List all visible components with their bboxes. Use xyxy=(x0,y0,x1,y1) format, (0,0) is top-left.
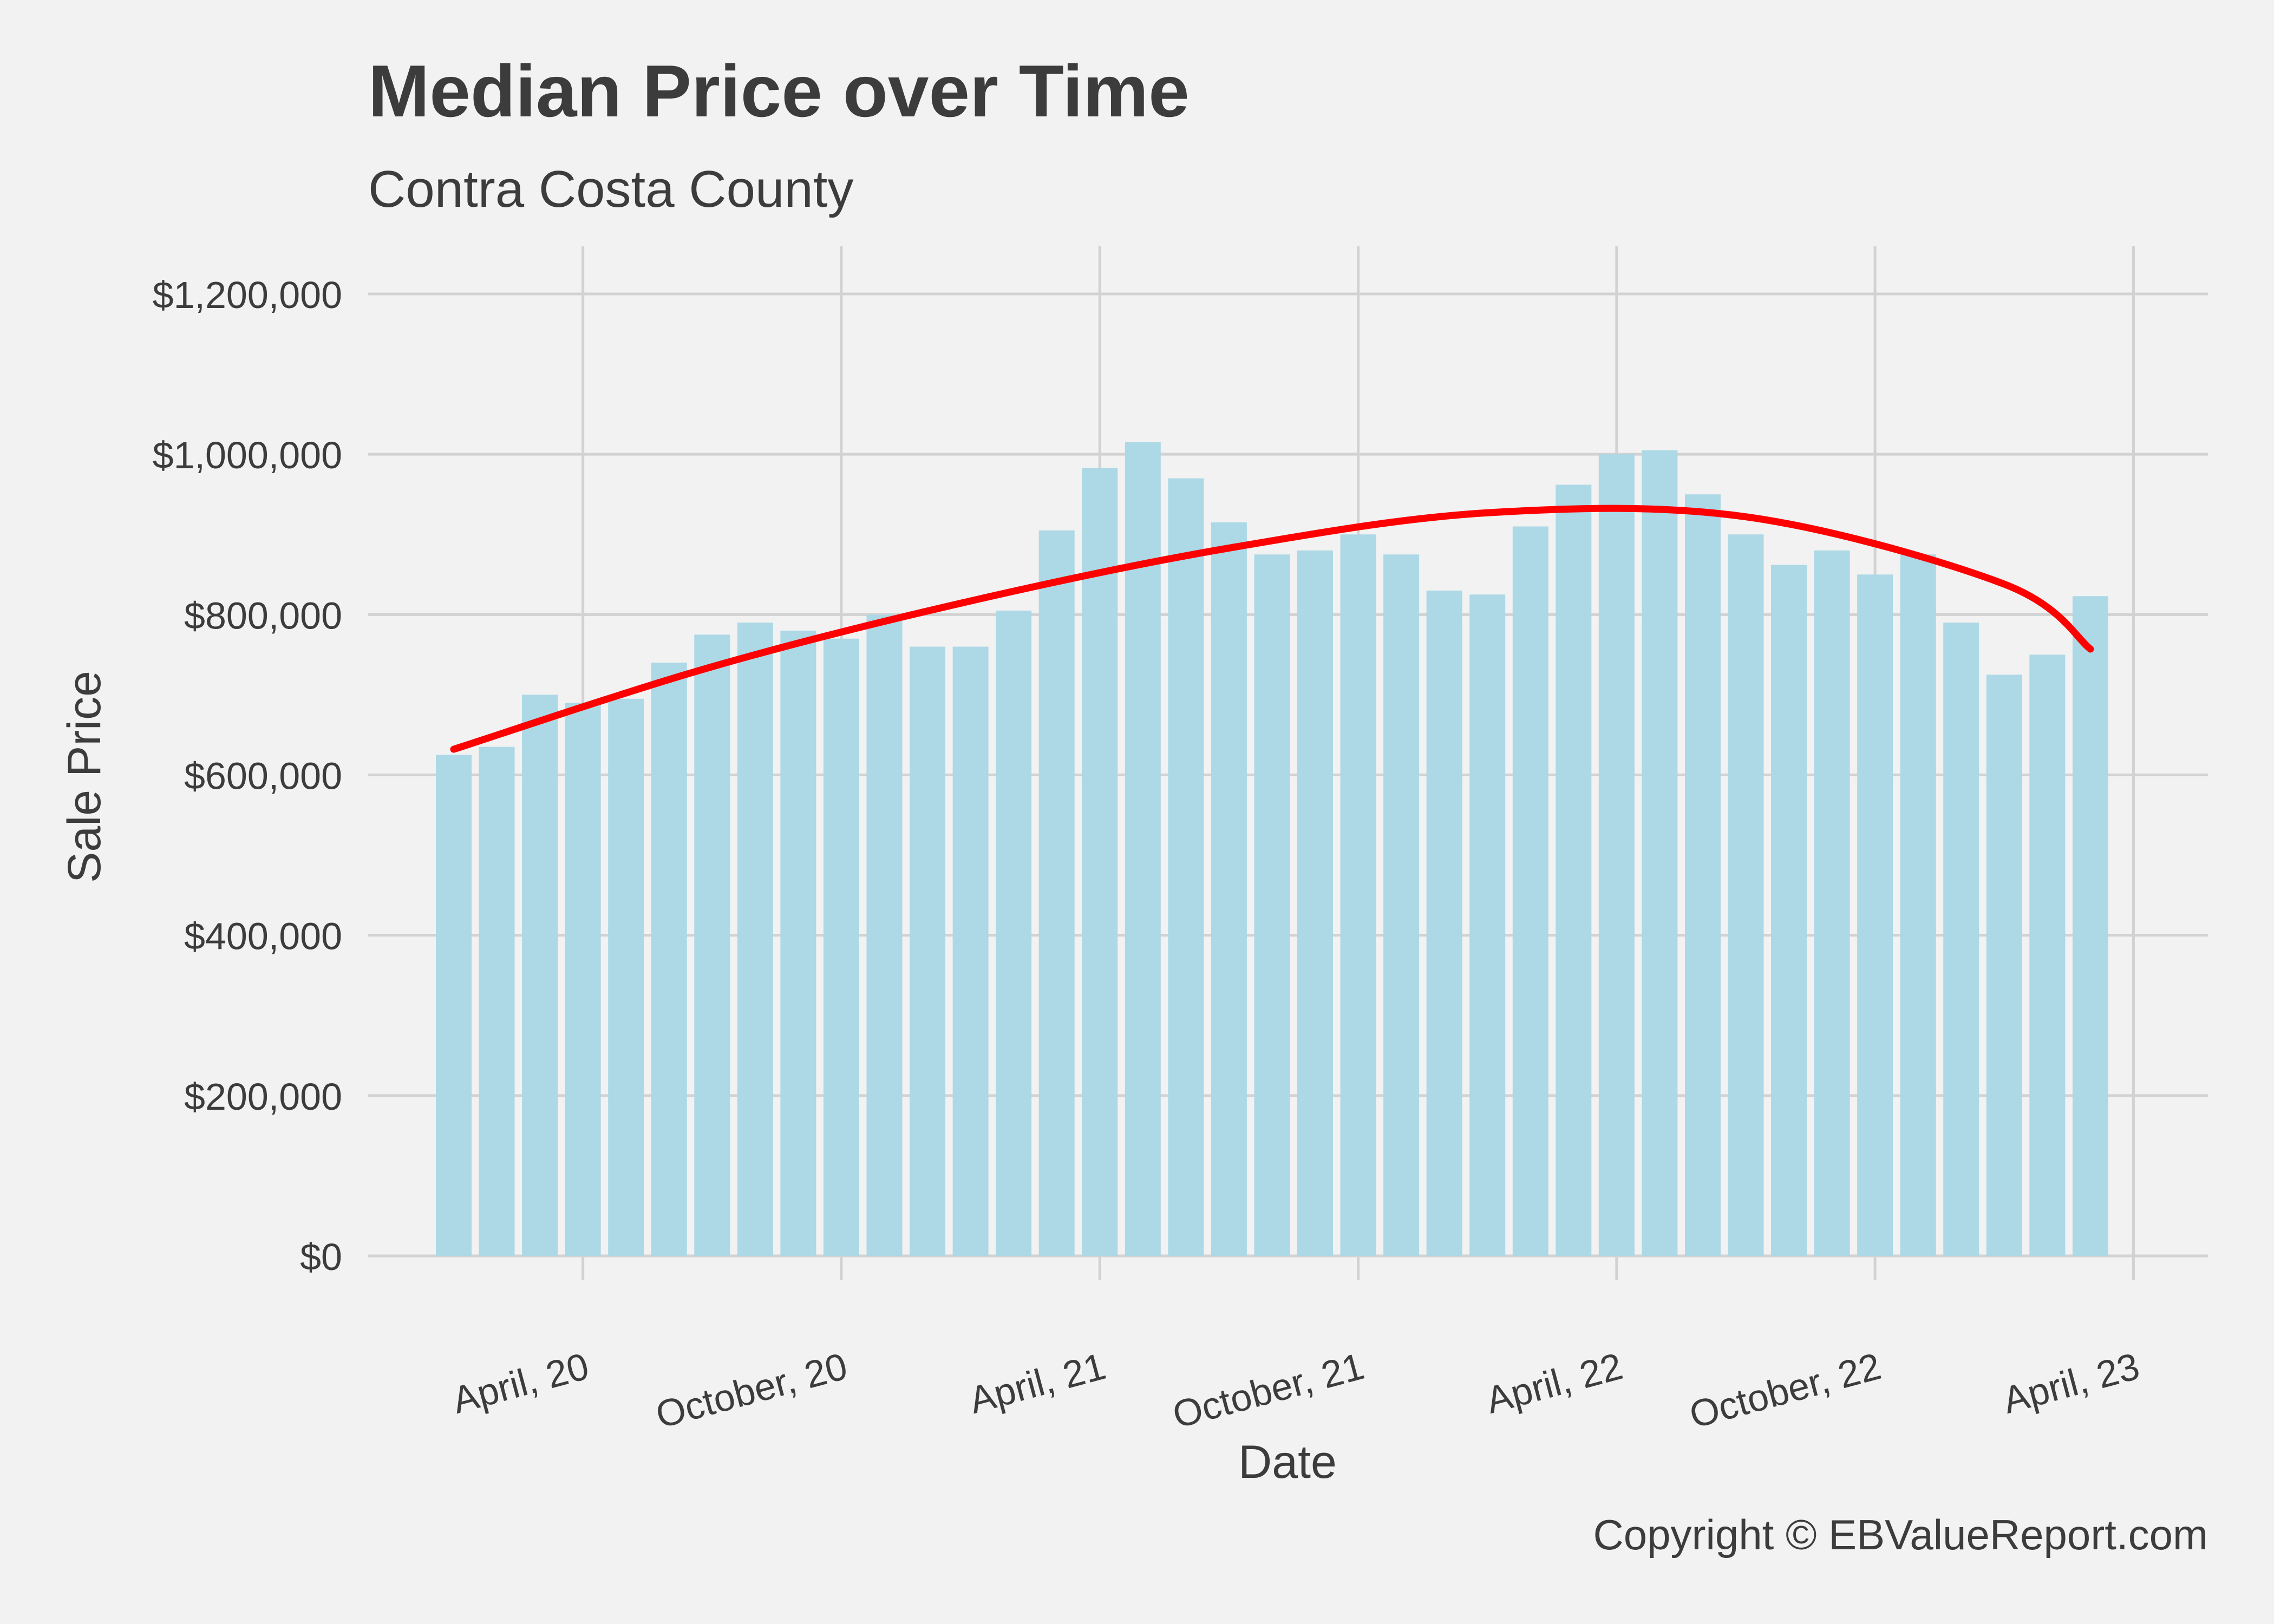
bar xyxy=(1943,623,1979,1256)
bar xyxy=(823,638,859,1256)
bar xyxy=(1469,594,1506,1256)
bar xyxy=(1900,554,1936,1256)
bar xyxy=(2029,654,2066,1256)
x-tick-label: April, 20 xyxy=(448,1345,593,1422)
bar xyxy=(996,610,1032,1256)
bar xyxy=(1125,442,1161,1256)
x-tick-label: October, 20 xyxy=(651,1345,852,1436)
bar xyxy=(1082,468,1118,1256)
bar xyxy=(1684,494,1721,1256)
bar xyxy=(608,698,644,1256)
bar xyxy=(1598,454,1635,1256)
y-tick-label: $1,000,000 xyxy=(153,434,342,476)
bar xyxy=(479,746,515,1256)
bar xyxy=(737,623,773,1256)
x-axis: April, 20 October, 20 April, 21 October, 21… xyxy=(448,1345,2144,1436)
chart-title: Median Price over Time xyxy=(368,50,1190,132)
bar xyxy=(1211,522,1247,1256)
y-tick-label: $200,000 xyxy=(184,1076,342,1118)
bar xyxy=(1254,554,1290,1256)
bar xyxy=(1814,550,1850,1256)
copyright-notice: Copyright © EBValueReport.com xyxy=(1593,1511,2208,1558)
y-tick-label: $0 xyxy=(300,1236,342,1278)
bar xyxy=(1168,478,1204,1256)
bar xyxy=(522,695,558,1256)
x-tick-label: April, 21 xyxy=(965,1345,1110,1422)
bar xyxy=(565,703,601,1256)
trend-line xyxy=(450,505,2094,753)
y-tick-label: $400,000 xyxy=(184,915,342,958)
bar xyxy=(1426,590,1462,1256)
y-tick-label: $600,000 xyxy=(184,755,342,797)
bar xyxy=(1642,450,1678,1256)
x-tick-label: October, 21 xyxy=(1168,1345,1369,1436)
bar xyxy=(1297,550,1333,1256)
x-axis-label: Date xyxy=(1238,1436,1337,1488)
bar xyxy=(1728,534,1764,1256)
bar xyxy=(694,634,730,1256)
bar xyxy=(1556,484,1592,1256)
bar xyxy=(952,646,989,1256)
bar xyxy=(1383,554,1420,1256)
y-tick-label: $800,000 xyxy=(184,594,342,637)
bar xyxy=(1512,526,1548,1256)
y-axis-label: Sale Price xyxy=(58,671,110,883)
bar xyxy=(1771,565,1807,1256)
bar xyxy=(2072,596,2108,1256)
chart-subtitle: Contra Costa County xyxy=(368,160,854,218)
x-tick-label: October, 22 xyxy=(1685,1345,1885,1436)
bar xyxy=(1038,530,1075,1256)
bar xyxy=(910,646,946,1256)
y-tick-label: $1,200,000 xyxy=(153,274,342,316)
bar-series xyxy=(436,442,2108,1256)
x-tick-label: April, 23 xyxy=(1998,1345,2144,1422)
bar xyxy=(1986,675,2022,1256)
bar xyxy=(1340,534,1376,1256)
bar xyxy=(780,630,816,1256)
y-axis: $0 $200,000 $400,000 $600,000 $800,000 $1,000… xyxy=(153,274,342,1278)
bar xyxy=(866,614,903,1256)
bar xyxy=(1857,574,1893,1256)
bar xyxy=(436,755,472,1256)
trend-series xyxy=(450,505,2094,753)
bar xyxy=(651,663,687,1256)
x-tick-label: April, 22 xyxy=(1481,1345,1626,1422)
